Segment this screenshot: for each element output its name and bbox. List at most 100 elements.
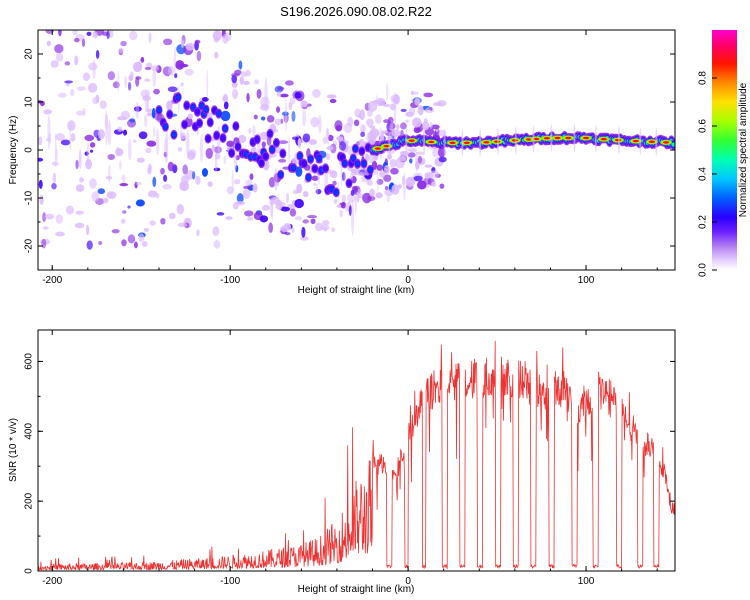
spectrogram-cell bbox=[237, 134, 247, 144]
spectrogram-cell bbox=[310, 218, 316, 225]
spectrogram-cell bbox=[54, 44, 64, 54]
spectrogram-cell bbox=[205, 148, 213, 159]
spectrogram-cell bbox=[163, 136, 168, 162]
spectrogram-cell bbox=[228, 149, 235, 157]
spectrogram-cell bbox=[67, 120, 76, 131]
spectrogram-cell bbox=[400, 122, 407, 130]
spectrogram-cell bbox=[322, 220, 330, 226]
spectrogram-cell bbox=[190, 104, 196, 110]
spectrogram-cell bbox=[306, 103, 312, 107]
spectrogram-cell bbox=[366, 179, 373, 186]
spectrogram-cell bbox=[137, 60, 143, 71]
spectrogram-cell bbox=[424, 172, 430, 179]
spectrogram-cell bbox=[367, 109, 373, 117]
spectrogram-cell bbox=[261, 141, 266, 148]
snr-series-line bbox=[38, 340, 675, 571]
spectrogram-cell bbox=[88, 62, 98, 71]
spectrogram-cell bbox=[312, 165, 318, 173]
spectrogram-cell bbox=[387, 116, 394, 124]
spectrogram-cell bbox=[151, 65, 160, 72]
spectrogram-cell bbox=[583, 136, 590, 140]
spectrogram-cell bbox=[180, 132, 186, 140]
spectrogram-cell bbox=[310, 116, 320, 128]
spectrogram-cell bbox=[368, 100, 378, 112]
spectrogram-cell bbox=[246, 92, 250, 103]
spectrogram-cell bbox=[45, 138, 51, 142]
spectrogram-cell bbox=[407, 152, 416, 158]
spectrogram-y-axis-label: Frequency (Hz) bbox=[8, 116, 19, 185]
spectrogram-cell bbox=[163, 151, 168, 158]
spectrogram-cell bbox=[57, 92, 67, 98]
spectrogram-cell bbox=[196, 119, 203, 127]
spectrogram-cell bbox=[295, 166, 303, 177]
spectrogram-cell bbox=[259, 215, 269, 223]
spectrogram-cell bbox=[205, 135, 211, 143]
spectrogram-cell bbox=[213, 167, 221, 172]
spectrogram-cell bbox=[153, 88, 160, 95]
spectrogram-cell bbox=[260, 116, 266, 121]
spectrogram-cell bbox=[112, 81, 120, 89]
spectrogram-cell bbox=[92, 31, 98, 39]
spectrogram-cell bbox=[325, 127, 330, 145]
spectrogram-ytick-label: 20 bbox=[24, 48, 35, 60]
spectrogram-cell bbox=[422, 121, 430, 131]
spectrogram-xtick-label: -100 bbox=[220, 275, 240, 286]
spectrogram-cell bbox=[417, 105, 424, 116]
spectrogram-cell bbox=[351, 185, 358, 192]
spectrogram-cell bbox=[82, 72, 91, 81]
spectrogram-cell bbox=[350, 175, 357, 184]
spectrogram-cell bbox=[273, 139, 280, 147]
spectrogram-cell bbox=[377, 170, 379, 194]
spectrogram-cell bbox=[163, 38, 173, 46]
spectrogram-cell bbox=[375, 192, 383, 199]
colorbar-ticks: 0.0 0.2 0.4 0.6 0.8 bbox=[698, 71, 717, 277]
spectrogram-cell bbox=[121, 218, 126, 224]
spectrogram-cell bbox=[439, 183, 445, 189]
spectrogram-cell bbox=[278, 140, 289, 145]
snr-y-axis-label: SNR (10 * v/v) bbox=[8, 418, 19, 482]
spectrogram-cell bbox=[648, 140, 655, 143]
snr-ytick-label: 200 bbox=[24, 492, 35, 509]
spectrogram-cell bbox=[99, 100, 107, 109]
colorbar-label: Normalized spectral amplitude bbox=[738, 82, 749, 217]
spectrogram-xtick-label: 0 bbox=[405, 275, 411, 286]
spectrogram-cell bbox=[300, 100, 308, 108]
spectrogram-cell bbox=[415, 151, 419, 172]
spectrogram-cell bbox=[313, 182, 317, 187]
spectrogram-cell bbox=[285, 192, 290, 204]
spectrogram-cell bbox=[443, 128, 446, 157]
spectrogram-cell bbox=[155, 128, 160, 156]
spectrogram-cell bbox=[430, 124, 440, 130]
spectrogram-cell bbox=[483, 141, 490, 144]
spectrogram-cell bbox=[144, 114, 148, 128]
spectrogram-cell bbox=[362, 192, 372, 204]
spectrogram-cell bbox=[144, 90, 149, 113]
spectrogram-image bbox=[38, 30, 675, 250]
spectrogram-cell bbox=[266, 115, 275, 123]
spectrogram-cell bbox=[617, 126, 620, 155]
spectrogram-cell bbox=[403, 171, 406, 202]
snr-xtick-label: 0 bbox=[405, 576, 411, 587]
spectrogram-cell bbox=[414, 98, 421, 106]
spectrogram-cell bbox=[222, 125, 228, 131]
spectrogram-cell bbox=[280, 150, 286, 158]
spectrogram-cell bbox=[43, 109, 52, 115]
snr-ytick-label: 600 bbox=[24, 353, 35, 370]
spectrogram-cell bbox=[663, 141, 670, 144]
spectrogram-cell bbox=[416, 180, 427, 190]
spectrogram-cell bbox=[356, 172, 367, 177]
colorbar-gradient bbox=[712, 30, 737, 270]
spectrogram-cell bbox=[76, 86, 86, 91]
spectrogram-cell bbox=[119, 160, 122, 170]
spectrogram-cell bbox=[119, 182, 129, 187]
spectrogram-cell bbox=[238, 60, 243, 70]
spectrogram-cell bbox=[273, 167, 278, 191]
spectrogram-cell bbox=[264, 77, 268, 113]
spectrogram-cell bbox=[344, 203, 348, 212]
spectrogram-cell bbox=[359, 147, 365, 155]
spectrogram-cell bbox=[308, 139, 318, 145]
spectrogram-ytick-label: -10 bbox=[24, 190, 35, 205]
spectrogram-cell bbox=[84, 151, 89, 156]
snr-xtick-label: -100 bbox=[220, 576, 240, 587]
spectrogram-cell bbox=[329, 170, 338, 179]
